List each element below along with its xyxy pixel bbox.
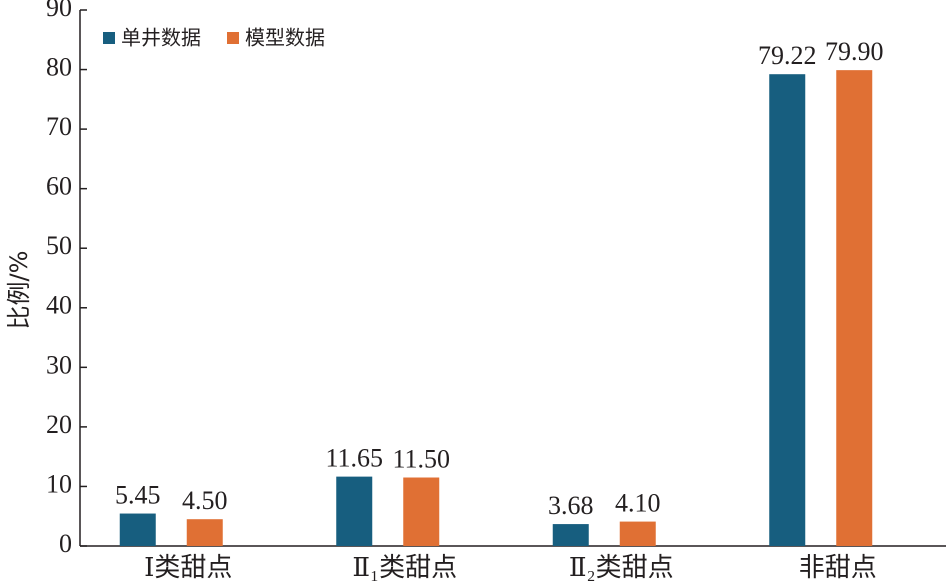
value-label: 11.65 [325, 444, 383, 473]
bar [336, 476, 373, 546]
value-label: 79.22 [758, 41, 817, 70]
y-tick-label: 40 [46, 291, 72, 320]
bar [186, 519, 223, 546]
y-tick-label: 10 [46, 469, 72, 498]
value-label: 79.90 [825, 37, 884, 66]
x-tick-label: Ⅰ类甜点 [144, 553, 232, 582]
y-tick-label: 70 [46, 112, 72, 141]
legend-swatch [103, 32, 115, 44]
bar [119, 513, 156, 546]
value-label: 11.50 [392, 444, 450, 473]
y-tick-label: 20 [46, 410, 72, 439]
bar [403, 477, 440, 546]
y-tick-label: 0 [59, 529, 72, 558]
x-tick-label: 非甜点 [799, 553, 877, 582]
legend-swatch [227, 32, 239, 44]
value-label: 3.68 [548, 491, 594, 520]
x-tick-label: Ⅱ₁类甜点 [352, 553, 457, 582]
bar [619, 521, 656, 546]
value-label: 4.10 [615, 489, 661, 518]
y-tick-label: 90 [46, 0, 72, 22]
legend-label: 单井数据 [121, 26, 201, 50]
legend-label: 模型数据 [245, 26, 325, 50]
bar [552, 524, 589, 546]
value-label: 4.50 [182, 486, 228, 515]
y-tick-label: 50 [46, 231, 72, 260]
bar [836, 70, 873, 546]
x-tick-label: Ⅱ₂类甜点 [569, 553, 674, 582]
y-tick-label: 30 [46, 350, 72, 379]
y-axis-label: 比例/% [5, 251, 33, 330]
y-tick-label: 80 [46, 53, 72, 82]
value-label: 5.45 [115, 481, 161, 510]
bar [769, 74, 806, 546]
y-tick-label: 60 [46, 172, 72, 201]
